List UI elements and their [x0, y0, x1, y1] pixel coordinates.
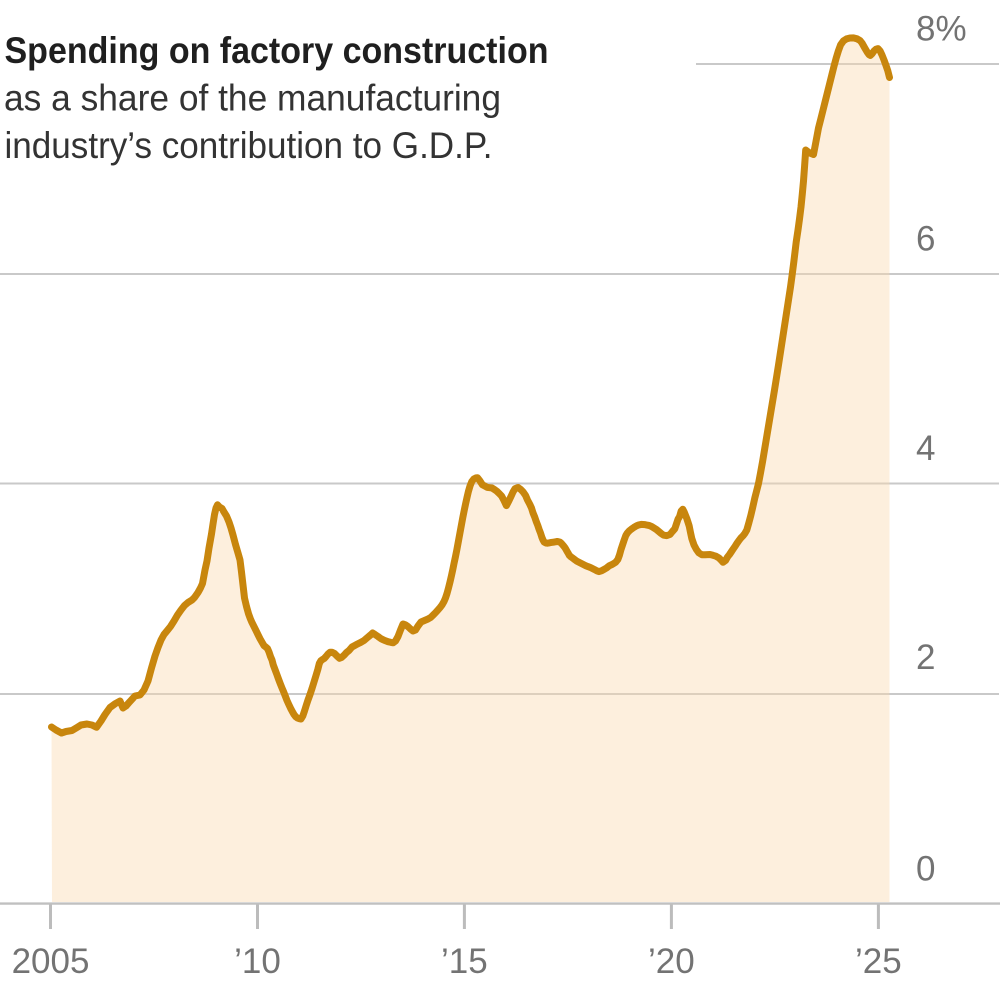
svg-text:’25: ’25 — [855, 942, 902, 981]
svg-text:’15: ’15 — [441, 942, 488, 981]
svg-text:as a share of the manufacturin: as a share of the manufacturing — [4, 78, 501, 119]
svg-text:6: 6 — [916, 220, 935, 259]
svg-text:industry’s contribution to G.D: industry’s contribution to G.D.P. — [5, 125, 493, 166]
svg-text:8%: 8% — [916, 10, 967, 49]
svg-text:2005: 2005 — [12, 942, 90, 981]
svg-text:2: 2 — [916, 638, 935, 677]
svg-text:0: 0 — [916, 850, 935, 889]
svg-text:Spending on factory constructi: Spending on factory construction — [5, 30, 549, 71]
svg-text:’20: ’20 — [648, 942, 695, 981]
svg-text:’10: ’10 — [234, 942, 281, 981]
svg-text:4: 4 — [916, 429, 935, 468]
